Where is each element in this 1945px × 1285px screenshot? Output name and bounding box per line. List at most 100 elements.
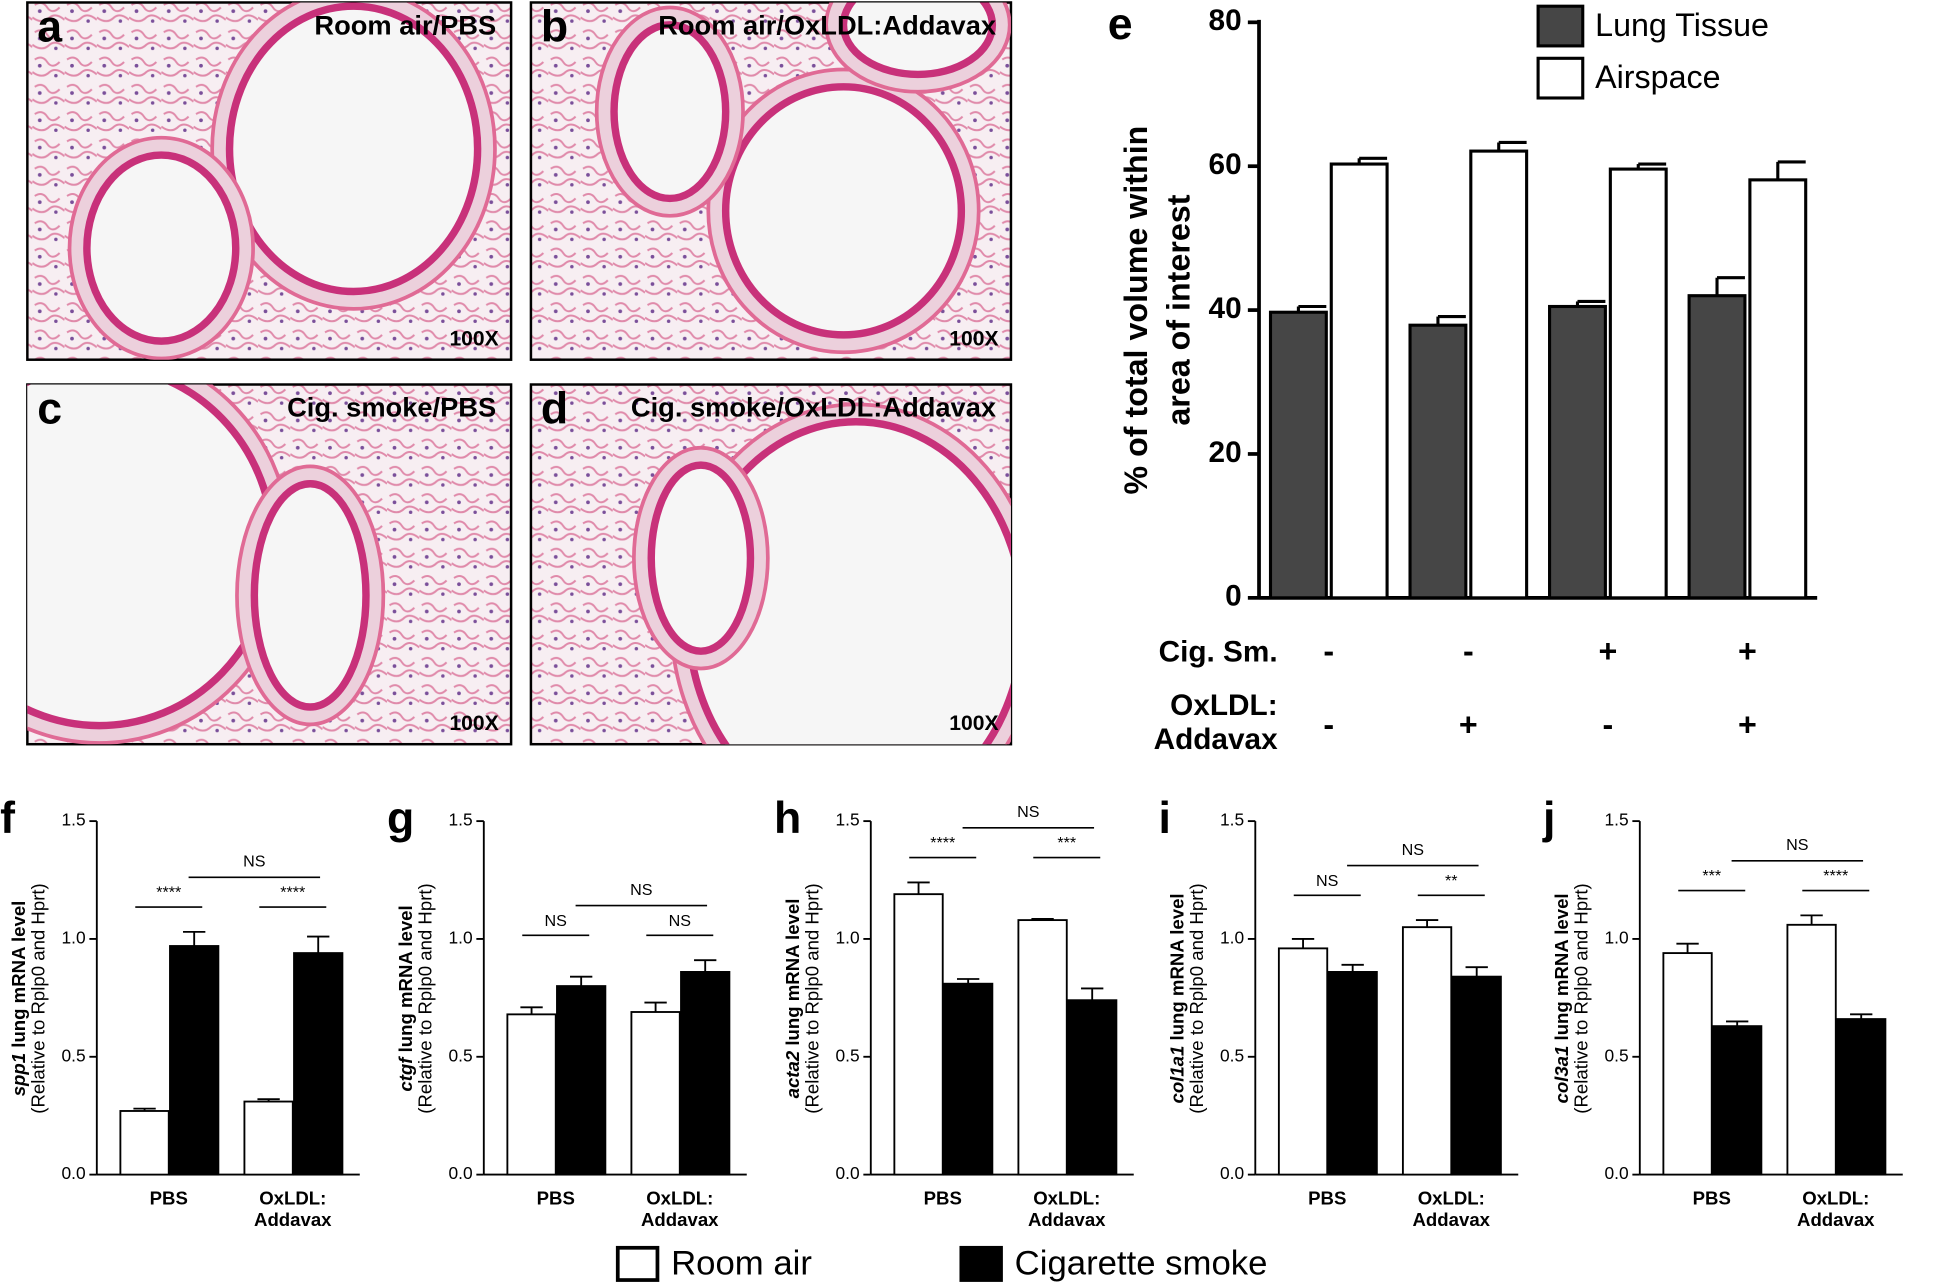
airways <box>67 2 497 360</box>
bar <box>1548 304 1607 600</box>
y-tick-label: 0.0 <box>1220 1163 1244 1183</box>
x-tick-label: OxLDL: Addavax <box>1028 1187 1106 1229</box>
airway-lumen <box>225 2 482 296</box>
y-axis-label: % of total volume within <box>1118 126 1154 495</box>
magnification: 100X <box>449 712 498 735</box>
condition-label: OxLDL: Addavax <box>1154 689 1278 756</box>
micrograph: d Cig. smoke/OxLDL:Addavax 100X <box>529 383 1013 746</box>
bar <box>1662 952 1713 1176</box>
x-tick-label: PBS <box>150 1187 188 1208</box>
airway-lumen <box>647 461 755 655</box>
y-tick-label: 1.5 <box>62 810 86 830</box>
bar <box>1327 971 1378 1176</box>
airway-lumen <box>610 21 730 203</box>
significance-label: NS <box>1786 836 1808 854</box>
condition-value: + <box>1738 633 1757 669</box>
image-caption: Room air/PBS <box>314 9 496 40</box>
bar <box>1017 919 1068 1176</box>
panel-letter: j <box>1542 794 1555 843</box>
y-axis-label-text: lung mRNA level <box>782 899 803 1051</box>
panel-letter: c <box>37 385 62 434</box>
condition-value: + <box>1738 706 1757 742</box>
airway-lumen <box>721 83 966 339</box>
gene-name: spp1 <box>8 1053 29 1096</box>
y-axis-label: area of interest <box>1160 194 1196 425</box>
significance-label: NS <box>630 881 652 899</box>
legend-label: Room air <box>671 1244 812 1282</box>
condition-value: - <box>1463 633 1474 669</box>
y-tick-label: 0.0 <box>62 1163 86 1183</box>
bar <box>1408 323 1468 600</box>
significance-label: NS <box>1316 872 1338 890</box>
y-axis-label: col3a1 lung mRNA level <box>1551 893 1572 1103</box>
x-tick-label: PBS <box>537 1187 575 1208</box>
y-tick-label: 0.5 <box>62 1045 86 1065</box>
significance-label: NS <box>243 853 265 871</box>
y-axis-label-text: lung mRNA level <box>8 901 29 1053</box>
micrograph: b Room air/OxLDL:Addavax 100X <box>529 1 1013 361</box>
x-tick-label: PBS <box>1693 1187 1731 1208</box>
significance-label: **** <box>930 834 956 852</box>
condition-value: + <box>1598 633 1617 669</box>
significance-label: NS <box>1402 841 1424 859</box>
legend-swatch <box>1536 4 1585 48</box>
legend-label: Lung Tissue <box>1595 7 1769 43</box>
condition-value: - <box>1323 633 1334 669</box>
condition-value: - <box>1323 706 1334 742</box>
bar <box>1712 1025 1763 1176</box>
y-tick-label: 0.5 <box>1220 1045 1244 1065</box>
airway-lumen <box>250 480 370 711</box>
bar <box>630 1011 681 1176</box>
y-tick-label: 1.0 <box>1605 928 1629 948</box>
x-tick-label: PBS <box>1308 1187 1346 1208</box>
panel-letter: f <box>0 794 15 843</box>
y-axis-label: col1a1 lung mRNA level <box>1166 893 1187 1103</box>
bar <box>1067 999 1118 1176</box>
y-tick-label: 0.5 <box>835 1045 859 1065</box>
micrograph: c Cig. smoke/PBS 100X <box>26 383 513 746</box>
y-axis-label-text: lung mRNA level <box>1551 893 1572 1045</box>
y-tick-label: 1.0 <box>835 928 859 948</box>
panel-letter: h <box>774 794 801 843</box>
y-tick-label: 60 <box>1209 148 1242 181</box>
y-tick-label: 1.0 <box>448 928 472 948</box>
legend-label: Airspace <box>1595 59 1720 95</box>
legend-swatch <box>1536 56 1585 100</box>
significance-label: **** <box>280 884 306 902</box>
y-tick-label: 0.5 <box>1605 1045 1629 1065</box>
y-axis-sublabel: (Relative to Rplp0 and Hprt) <box>415 883 436 1113</box>
bar <box>293 952 344 1176</box>
y-axis-sublabel: (Relative to Rplp0 and Hprt) <box>28 883 49 1113</box>
panel-letter: d <box>541 385 568 434</box>
bar <box>1329 162 1389 600</box>
y-axis-label: spp1 lung mRNA level <box>8 901 29 1097</box>
bar <box>1687 294 1747 600</box>
airway-lumen <box>839 2 997 79</box>
x-tick-label: OxLDL: Addavax <box>1797 1187 1875 1229</box>
y-axis-label-text: lung mRNA level <box>395 905 416 1057</box>
bar <box>1268 310 1328 600</box>
significance-label: *** <box>1702 867 1722 885</box>
gene-name: col1a1 <box>1166 1046 1187 1104</box>
significance-label: ** <box>1445 872 1458 890</box>
bar <box>1748 178 1808 600</box>
bar <box>1786 923 1837 1176</box>
panel-letter: i <box>1159 794 1171 843</box>
bar <box>556 985 607 1176</box>
image-caption: Room air/OxLDL:Addavax <box>658 9 996 40</box>
x-tick-label: OxLDL: Addavax <box>1413 1187 1491 1229</box>
bar <box>1401 926 1453 1176</box>
x-tick-label: OxLDL: Addavax <box>254 1187 332 1229</box>
legend-swatch <box>959 1245 1003 1282</box>
condition-value: + <box>1459 706 1478 742</box>
y-tick-label: 20 <box>1209 436 1242 469</box>
magnification: 100X <box>949 712 998 735</box>
y-axis-sublabel: (Relative to Rplp0 and Hprt) <box>1186 883 1207 1113</box>
y-tick-label: 0.0 <box>835 1163 859 1183</box>
y-axis-sublabel: (Relative to Rplp0 and Hprt) <box>1571 883 1592 1113</box>
bar <box>169 945 220 1176</box>
condition-value: - <box>1603 706 1614 742</box>
panel-letter: e <box>1108 0 1133 49</box>
